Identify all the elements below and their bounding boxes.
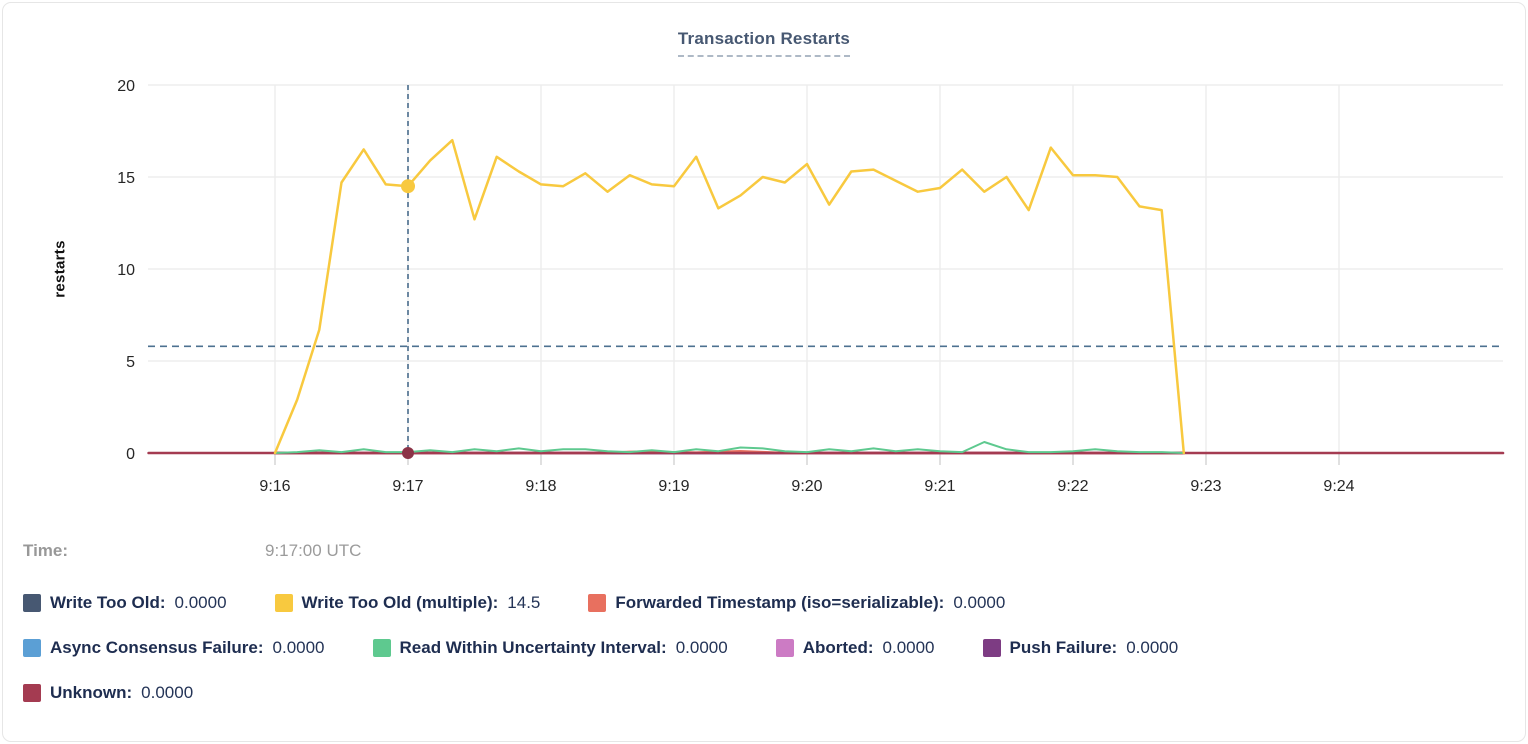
legend-value: 0.0000 (174, 593, 227, 612)
legend-value: 0.0000 (953, 593, 1006, 612)
y-tick-label: 0 (126, 446, 135, 463)
crosshair-point (401, 179, 415, 194)
legend-swatch (23, 594, 41, 612)
legend-swatch (274, 594, 293, 612)
transaction-restarts-line-chart[interactable]: 9:16 9:17 9:18 9:19 9:20 9:21 9:22 9:23 9:24 0 5 10… (3, 3, 1528, 515)
hover-time-value: 9:17:00 UTC (265, 541, 362, 560)
x-tick-label: 9:18 (525, 478, 556, 495)
legend-item-aborted[interactable]: Aborted: 0.0000 (775, 638, 935, 658)
legend-item-unknown[interactable]: Unknown: 0.0000 (23, 683, 193, 703)
legend-value: 0.0000 (1126, 638, 1179, 657)
legend-item-write-too-old-multiple[interactable]: Write Too Old (multiple): 14.5 (274, 593, 541, 613)
legend-label: Read Within Uncertainty Interval: (399, 638, 667, 657)
legend-item-forwarded-timestamp-iso-serializable[interactable]: Forwarded Timestamp (iso=serializable): 0… (588, 593, 1005, 613)
legend-label: Write Too Old: (50, 593, 166, 612)
series-read-within-uncertainty-interval (274, 441, 1185, 454)
legend-label: Aborted: (802, 638, 874, 657)
x-tick-label: 9:21 (924, 478, 955, 495)
hover-time-row: Time: 9:17:00 UTC (23, 541, 723, 561)
y-tick-label: 15 (117, 170, 135, 187)
x-tick-label: 9:16 (259, 478, 290, 495)
series-write-too-old-multiple (273, 138, 1186, 455)
legend-row: Async Consensus Failure: 0.0000 Read Withi… (23, 636, 1515, 660)
legend-value: 14.5 (507, 593, 541, 612)
gridlines (148, 84, 1503, 465)
legend-swatch (23, 684, 41, 702)
crosshair (401, 85, 415, 459)
legend-swatch (23, 639, 41, 657)
legend-value: 0.0000 (882, 638, 935, 657)
legend-item-write-too-old[interactable]: Write Too Old: 0.0000 (23, 593, 227, 613)
crosshair-point (402, 447, 414, 459)
y-tick-label: 10 (117, 262, 135, 279)
legend-item-read-within-uncertainty-interval[interactable]: Read Within Uncertainty Interval: 0.0000 (372, 638, 728, 658)
legend-value: 0.0000 (272, 638, 325, 657)
legend-value: 0.0000 (141, 683, 194, 702)
x-tick-label: 9:22 (1057, 478, 1088, 495)
x-tick-label: 9:24 (1323, 478, 1354, 495)
y-tick-label: 20 (117, 78, 135, 95)
legend-value: 0.0000 (675, 638, 728, 657)
x-tick-label: 9:19 (658, 478, 689, 495)
legend-row: Write Too Old: 0.0000 Write Too Old (multi… (23, 591, 1515, 615)
legend-swatch (588, 594, 607, 612)
chart-header: Transaction Restarts (3, 29, 1525, 57)
legend-label: Unknown: (50, 683, 133, 702)
legend-label: Forwarded Timestamp (iso=serializable): (615, 593, 945, 612)
legend-swatch (372, 639, 391, 657)
legend-item-push-failure[interactable]: Push Failure: 0.0000 (982, 638, 1179, 658)
legend-swatch (982, 639, 1001, 657)
x-tick-label: 9:20 (791, 478, 822, 495)
x-tick-label: 9:23 (1190, 478, 1221, 495)
chart-title[interactable]: Transaction Restarts (677, 29, 851, 57)
legend-swatch (775, 639, 794, 657)
legend-label: Write Too Old (multiple): (301, 593, 499, 612)
hover-time-label: Time: (23, 541, 69, 560)
x-tick-label: 9:17 (392, 478, 423, 495)
y-tick-label: 5 (126, 354, 135, 371)
legend-item-async-consensus-failure[interactable]: Async Consensus Failure: 0.0000 (23, 638, 325, 658)
legend-row: Unknown: 0.0000 (23, 681, 1515, 705)
legend-label: Async Consensus Failure: (50, 638, 264, 657)
axes: 9:16 9:17 9:18 9:19 9:20 9:21 9:22 9:23 9:24 0 5 10… (117, 78, 1354, 495)
legend-label: Push Failure: (1009, 638, 1118, 657)
